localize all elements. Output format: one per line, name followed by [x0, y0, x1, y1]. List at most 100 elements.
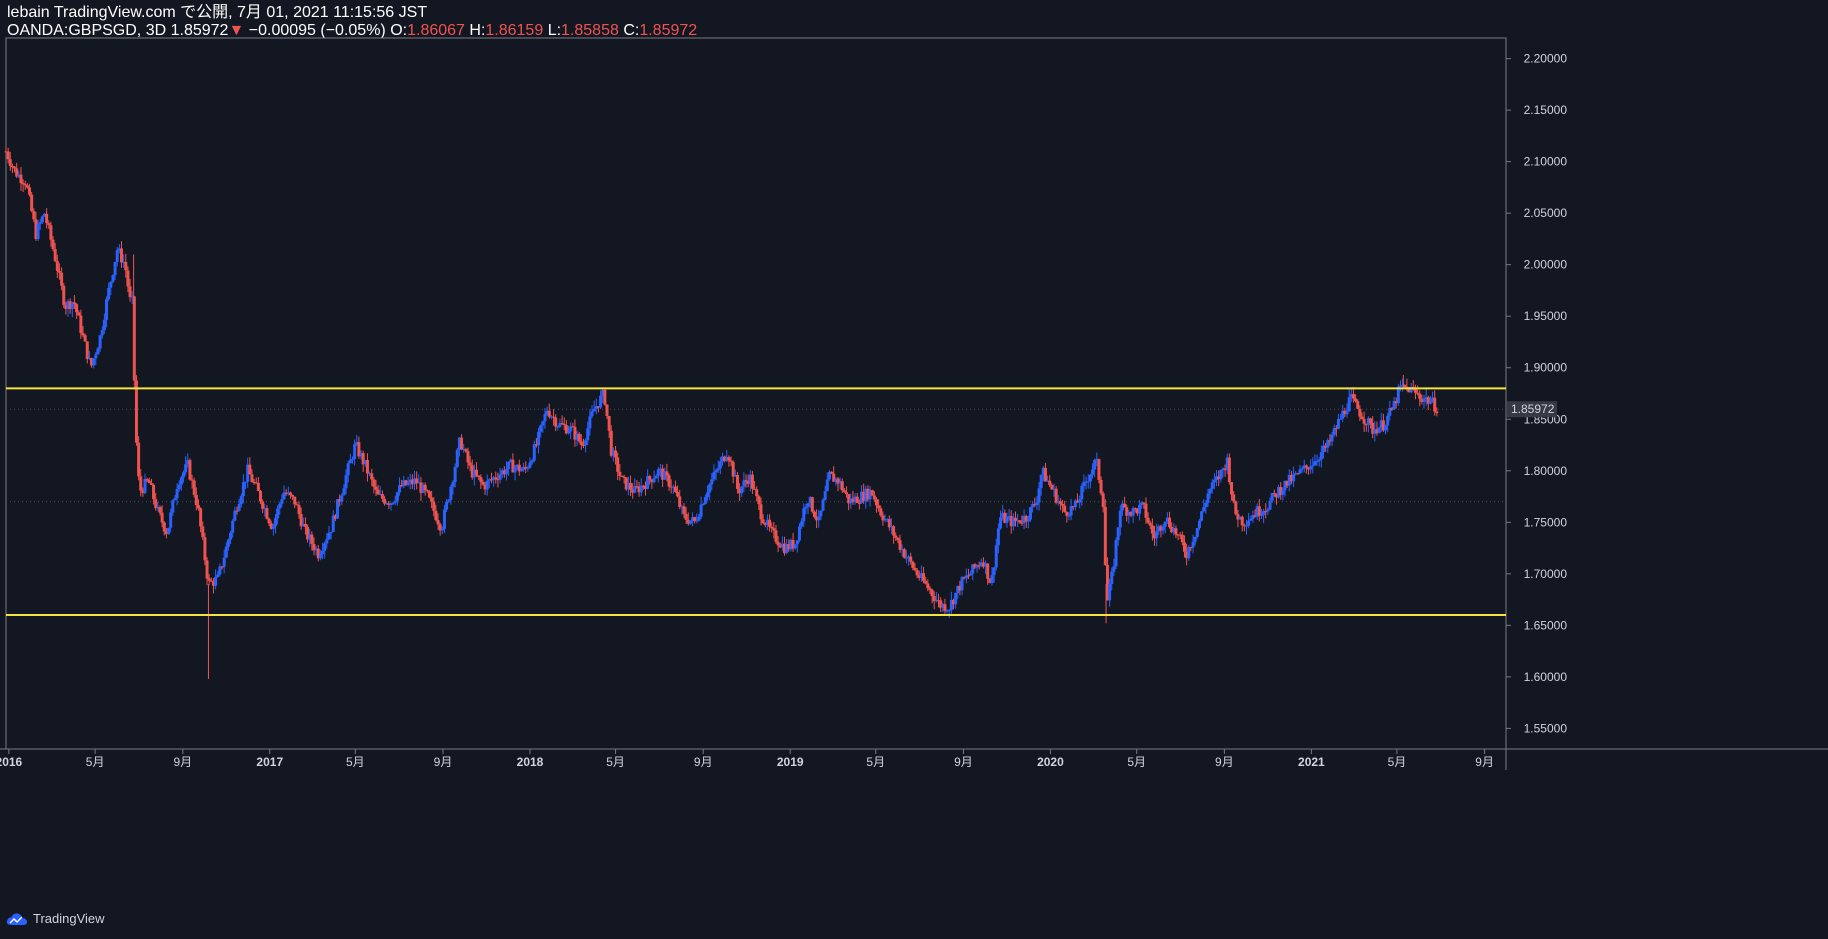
candle-body — [1018, 520, 1022, 523]
candle-body — [622, 476, 626, 478]
candle-body — [599, 395, 603, 408]
candle-body — [254, 482, 258, 484]
candle-body — [840, 481, 844, 491]
candle-body — [1005, 517, 1009, 523]
candle-body — [648, 476, 652, 480]
candle-body — [1046, 480, 1050, 482]
candle-body — [729, 460, 733, 462]
candle-body — [825, 479, 829, 492]
candle-body — [124, 261, 128, 271]
candle-body — [1210, 482, 1214, 489]
candle-body — [720, 456, 724, 462]
candle-body — [830, 471, 834, 474]
candle-body — [712, 472, 716, 480]
candle-body — [1112, 566, 1116, 572]
candle-body — [233, 510, 237, 521]
candle-body — [564, 425, 568, 434]
candle-body — [1043, 467, 1047, 482]
low-value: 1.85858 — [561, 22, 619, 39]
candle-body — [445, 501, 449, 510]
candle-body — [765, 519, 769, 526]
open-value: 1.86067 — [407, 22, 465, 39]
candle-body — [1091, 469, 1095, 475]
candle-body — [614, 450, 618, 458]
candle-body — [716, 468, 720, 471]
price-tick-label: 1.70000 — [1524, 567, 1568, 581]
candle-body — [862, 491, 866, 502]
candle-body — [641, 485, 645, 487]
candle-body — [1334, 428, 1338, 430]
candle-body — [999, 517, 1003, 529]
candle-body — [586, 428, 590, 441]
tradingview-logo[interactable]: TradingView — [6, 911, 105, 926]
candle-body — [1343, 410, 1347, 415]
candle-body — [32, 211, 36, 220]
candle-body — [323, 543, 327, 551]
candle-body — [207, 578, 211, 581]
candle-body — [738, 488, 742, 494]
candle-body — [524, 466, 528, 469]
time-tick-label: 9月 — [954, 755, 973, 769]
candle-body — [768, 519, 772, 527]
candle-body — [755, 489, 759, 497]
candle-body — [1236, 514, 1240, 520]
candle-body — [51, 239, 55, 250]
candle-body — [1253, 515, 1257, 517]
change-value: −0.00095 (−0.05%) — [248, 22, 386, 39]
candle-body — [280, 499, 284, 504]
candle-body — [759, 504, 763, 520]
candle-body — [430, 497, 434, 502]
candle-body — [966, 575, 970, 577]
candle-body — [810, 497, 814, 512]
candle-body — [383, 498, 387, 504]
candle-body — [639, 485, 643, 493]
candle-body — [1056, 501, 1060, 503]
candle-body — [348, 459, 352, 464]
candle-body — [1163, 521, 1167, 527]
candle-body — [38, 222, 42, 224]
candle-body — [883, 519, 887, 521]
candle-body — [15, 168, 19, 177]
candle-body — [475, 469, 479, 476]
candle-body — [338, 499, 342, 502]
candle-body — [673, 486, 677, 492]
candle-body — [986, 563, 990, 579]
last-price-value: 1.85972 — [170, 22, 229, 39]
candle-body — [1435, 411, 1439, 414]
candle-body — [147, 480, 151, 484]
candle-body — [329, 531, 333, 534]
candle-body — [821, 499, 825, 511]
candle-body — [607, 416, 611, 431]
candle-body — [650, 479, 654, 483]
candle-body — [1073, 500, 1077, 507]
candle-body — [1067, 515, 1071, 517]
candle-body — [13, 166, 17, 169]
candle-body — [1108, 584, 1112, 601]
candle-body — [836, 478, 840, 484]
candle-body — [321, 550, 325, 554]
candle-body — [504, 469, 508, 475]
candle-body — [823, 491, 827, 500]
candle-body — [731, 461, 735, 477]
candle-body — [1084, 481, 1088, 483]
candle-body — [541, 421, 545, 426]
plot-frame — [5, 37, 1507, 750]
symbol-label: OANDA:GBPSGD, 3D — [7, 22, 167, 39]
candle-body — [866, 488, 870, 500]
candle-body — [849, 498, 853, 504]
candle-body — [1009, 516, 1013, 527]
candle-body — [1413, 388, 1417, 393]
candle-body — [988, 578, 992, 583]
candle-body — [806, 503, 810, 507]
candle-body — [246, 464, 250, 482]
candle-body — [1339, 418, 1343, 420]
candle-body — [1172, 528, 1176, 533]
candle-body — [735, 475, 739, 489]
candle-body — [30, 194, 34, 212]
candle-body — [688, 520, 692, 524]
candle-body — [797, 526, 801, 541]
candle-body — [1118, 510, 1122, 528]
candle-body — [1326, 440, 1330, 448]
candle-body — [423, 484, 427, 491]
